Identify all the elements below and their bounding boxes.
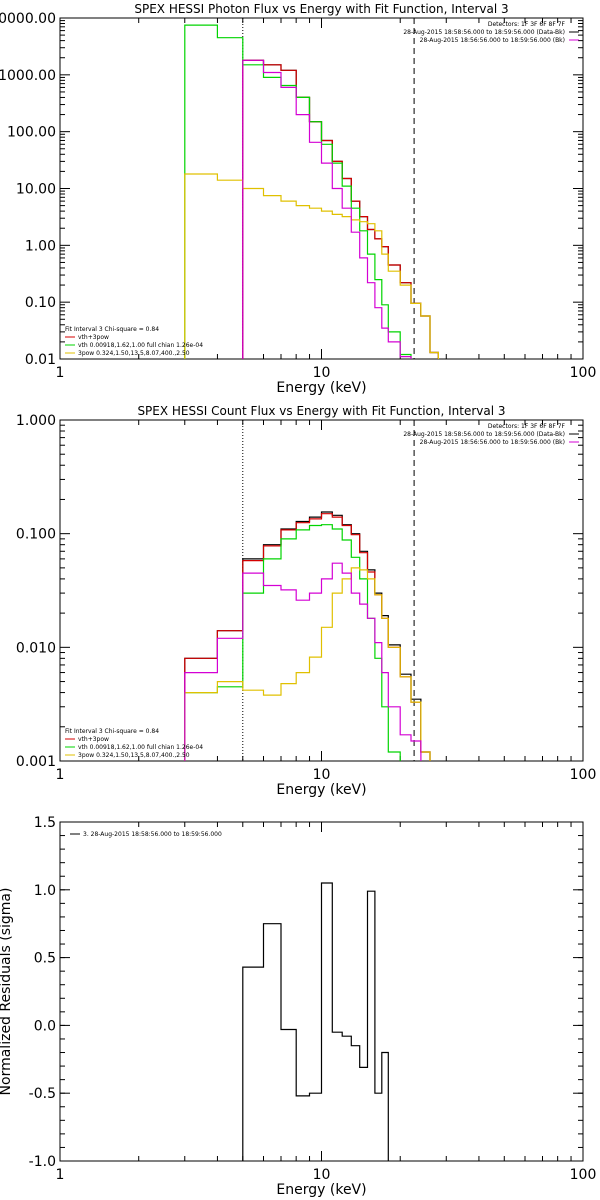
legend-top-right-entry: Detectors: 1F 3F 6F 8F 7F	[488, 21, 566, 28]
x-tick-label: 10	[313, 365, 331, 381]
y-tick-label: -0.5	[29, 1086, 56, 1102]
series-group	[184, 511, 431, 761]
x-tick-label: 10	[313, 767, 331, 783]
y-tick-label: 0.5	[34, 951, 56, 967]
legend-bottom-left-entry: vth 0.00918,1.62,1.00 full chian 1.26e-0…	[78, 342, 203, 349]
x-tick-label: 100	[570, 1167, 597, 1183]
legend-bottom-left-entry: Fit Interval 3 Chi-square = 0.84	[65, 326, 159, 333]
x-tick-label: 100	[570, 767, 597, 783]
legend-top-left-entry: 3. 28-Aug-2015 18:58:56.000 to 18:59:56.…	[83, 831, 222, 838]
legend-top-right-entry: Detectors: 1F 3F 6F 8F 7F	[488, 423, 566, 430]
y-tick-label: 1.5	[34, 815, 56, 831]
legend-top-right-entry: 28-Aug-2015 18:56:56.000 to 18:59:56.000…	[420, 37, 565, 44]
y-tick-label: 100.00	[7, 125, 56, 141]
series-1-line	[242, 59, 439, 359]
y-tick-label: 1.0	[34, 883, 56, 899]
y-tick-label: 0.010	[16, 640, 56, 656]
chart-title: SPEX HESSI Photon Flux vs Energy with Fi…	[134, 2, 508, 16]
y-tick-label: -1.0	[29, 1154, 56, 1170]
y-tick-label: 0.10	[25, 295, 56, 311]
x-axis-label: Energy (keV)	[276, 1182, 366, 1198]
series-1-line	[242, 882, 389, 1161]
legend-top-right-entry: 28-Aug-2015 18:58:56.000 to 18:59:56.000…	[403, 431, 565, 438]
x-tick-label: 1	[56, 767, 65, 783]
x-axis-label: Energy (keV)	[276, 380, 366, 396]
legend-bottom-left-entry: vth+3pow	[78, 334, 109, 341]
y-tick-label: 0.001	[16, 754, 56, 770]
legend-bottom-left-entry: 3pow 0.324,1.50,13.5,8.07,400.,2.50	[78, 752, 190, 759]
legend-bottom-left-entry: vth+3pow	[78, 736, 109, 743]
y-tick-label: 1.00	[25, 238, 56, 254]
y-tick-label: 0.01	[25, 352, 56, 368]
x-tick-label: 1	[56, 1167, 65, 1183]
series-5-line	[184, 562, 422, 761]
legend-bottom-left-entry: 3pow 0.324,1.50,13.5,8.07,400.,2.50	[78, 350, 190, 357]
y-tick-label: 10.00	[16, 182, 56, 198]
series-4-line	[184, 567, 431, 761]
chart-panel-1: SPEX HESSI Photon Flux vs Energy with Fi…	[0, 2, 596, 396]
chart-panel-2: SPEX HESSI Count Flux vs Energy with Fit…	[16, 404, 596, 798]
series-2-line	[184, 513, 431, 761]
x-tick-label: 10	[313, 1167, 331, 1183]
x-tick-label: 1	[56, 365, 65, 381]
y-tick-label: 0.0	[34, 1018, 56, 1034]
chart-title: SPEX HESSI Count Flux vs Energy with Fit…	[137, 404, 505, 418]
series-2-line	[242, 59, 439, 359]
x-axis-label: Energy (keV)	[276, 782, 366, 798]
y-tick-label: 1000.00	[0, 68, 56, 84]
y-tick-label: 10000.00	[0, 11, 56, 27]
x-tick-label: 100	[570, 365, 597, 381]
series-3-line	[184, 24, 412, 359]
series-group	[242, 882, 389, 1161]
y-axis-label: Normalized Residuals (sigma)	[0, 888, 14, 1096]
y-tick-label: 0.100	[16, 527, 56, 543]
series-1-line	[184, 511, 431, 761]
legend-top-right-entry: 28-Aug-2015 18:56:56.000 to 18:59:56.000…	[420, 439, 565, 446]
series-group	[184, 24, 439, 359]
series-3-line	[184, 524, 401, 761]
series-5-line	[242, 59, 412, 359]
y-tick-label: 1.000	[16, 413, 56, 429]
legend-bottom-left-entry: vth 0.00918,1.62,1.00 full chian 1.26e-0…	[78, 744, 203, 751]
chart-panel-3: 1 10 100 Energy (keV) -1.0 -0.5 0.0 0.5 1.0 1.5 No…	[0, 815, 596, 1198]
plot-frame	[59, 17, 584, 360]
legend-bottom-left-entry: Fit Interval 3 Chi-square = 0.84	[65, 728, 159, 735]
legend-top-right-entry: 28-Aug-2015 18:58:56.000 to 18:59:56.000…	[403, 29, 565, 36]
